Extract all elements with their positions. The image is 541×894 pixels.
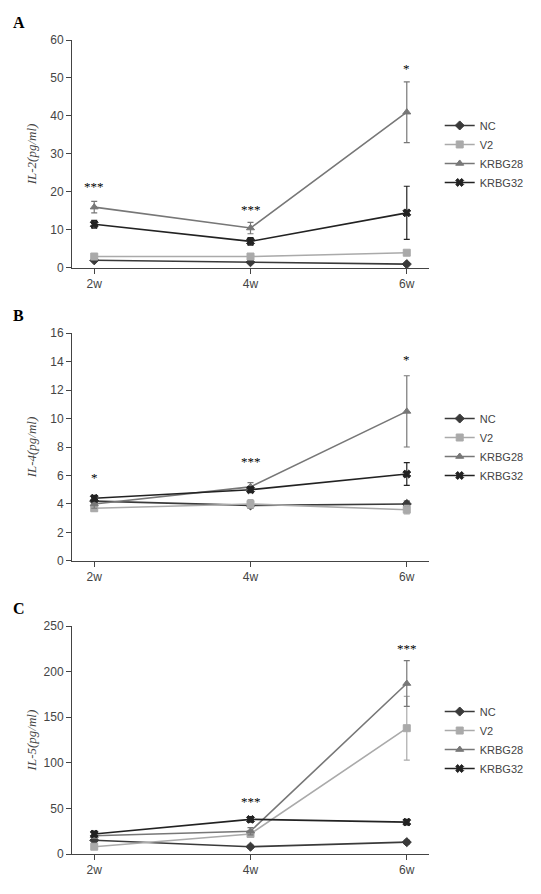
svg-text:200: 200 <box>44 665 64 679</box>
svg-text:A: A <box>13 14 25 31</box>
svg-text:4w: 4w <box>243 277 259 291</box>
svg-text:C: C <box>13 600 25 617</box>
svg-text:6w: 6w <box>399 277 415 291</box>
svg-text:2w: 2w <box>87 570 103 584</box>
svg-text:50: 50 <box>50 71 64 85</box>
svg-text:NC: NC <box>480 413 496 425</box>
svg-text:60: 60 <box>50 33 64 47</box>
svg-text:4w: 4w <box>243 570 259 584</box>
svg-text:2w: 2w <box>87 277 103 291</box>
svg-text:KRBG28: KRBG28 <box>480 451 523 463</box>
svg-text:IL-2(pg/ml): IL-2(pg/ml) <box>24 124 39 186</box>
svg-text:KRBG28: KRBG28 <box>480 158 523 170</box>
svg-text:***: *** <box>397 641 417 656</box>
svg-text:***: *** <box>241 454 261 469</box>
svg-text:*: * <box>403 61 410 76</box>
svg-text:16: 16 <box>50 326 64 340</box>
svg-text:30: 30 <box>50 147 64 161</box>
svg-text:*: * <box>91 470 98 485</box>
svg-text:0: 0 <box>57 261 64 275</box>
svg-text:V2: V2 <box>480 432 493 444</box>
svg-text:10: 10 <box>50 223 64 237</box>
svg-text:40: 40 <box>50 109 64 123</box>
svg-text:4: 4 <box>57 497 64 511</box>
svg-text:20: 20 <box>50 185 64 199</box>
svg-text:KRBG32: KRBG32 <box>480 470 523 482</box>
svg-text:250: 250 <box>44 619 64 633</box>
svg-text:2w: 2w <box>87 863 103 877</box>
svg-text:0: 0 <box>57 554 64 568</box>
svg-text:IL-4(pg/ml): IL-4(pg/ml) <box>24 417 39 479</box>
svg-text:KRBG28: KRBG28 <box>480 744 523 756</box>
svg-text:6w: 6w <box>399 863 415 877</box>
svg-text:NC: NC <box>480 706 496 718</box>
svg-text:50: 50 <box>50 802 64 816</box>
svg-text:6w: 6w <box>399 570 415 584</box>
svg-text:KRBG32: KRBG32 <box>480 177 523 189</box>
svg-text:12: 12 <box>50 383 64 397</box>
svg-text:150: 150 <box>44 710 64 724</box>
svg-text:100: 100 <box>44 756 64 770</box>
svg-text:0: 0 <box>57 847 64 861</box>
svg-text:***: *** <box>84 179 104 194</box>
svg-text:10: 10 <box>50 412 64 426</box>
svg-text:4w: 4w <box>243 863 259 877</box>
svg-text:***: *** <box>241 202 261 217</box>
svg-text:***: *** <box>241 794 261 809</box>
svg-text:*: * <box>403 352 410 367</box>
svg-text:V2: V2 <box>480 725 493 737</box>
svg-text:14: 14 <box>50 355 64 369</box>
svg-text:NC: NC <box>480 120 496 132</box>
svg-text:8: 8 <box>57 440 64 454</box>
svg-text:KRBG32: KRBG32 <box>480 763 523 775</box>
svg-text:2: 2 <box>57 526 64 540</box>
svg-text:6: 6 <box>57 469 64 483</box>
svg-text:V2: V2 <box>480 139 493 151</box>
svg-text:B: B <box>13 307 24 324</box>
svg-text:IL-5(pg/ml): IL-5(pg/ml) <box>24 710 39 772</box>
